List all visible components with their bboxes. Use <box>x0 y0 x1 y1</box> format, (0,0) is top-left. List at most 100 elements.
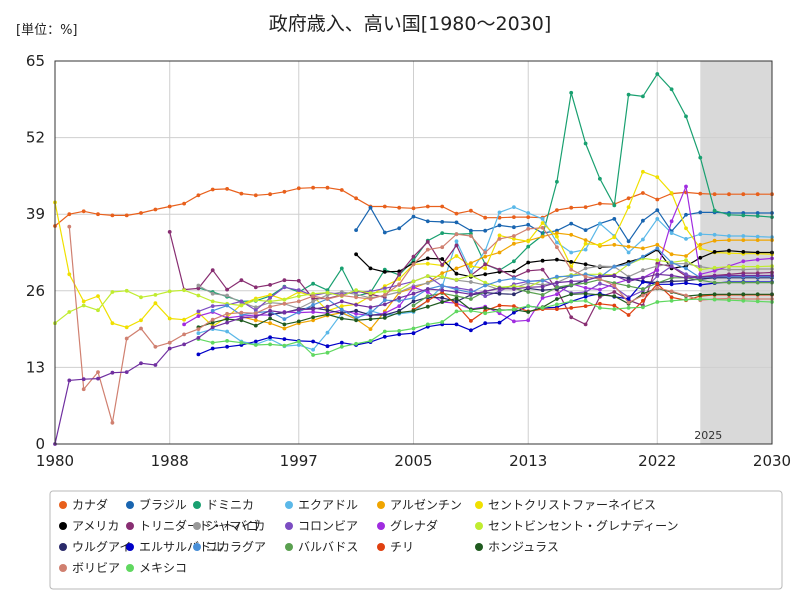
data-point <box>239 191 244 196</box>
data-point <box>268 342 272 347</box>
data-point <box>583 294 588 299</box>
data-point <box>368 339 373 343</box>
data-point <box>669 295 674 300</box>
data-point <box>196 283 201 288</box>
data-point <box>454 266 459 271</box>
data-point <box>641 218 645 223</box>
data-point <box>712 297 717 302</box>
data-point <box>598 201 602 206</box>
data-point <box>454 290 459 294</box>
legend-item: ウルグアイ <box>59 540 131 554</box>
data-point <box>354 252 358 257</box>
data-point <box>483 289 488 294</box>
data-point <box>569 274 574 278</box>
data-point <box>684 266 688 271</box>
data-point <box>612 307 617 311</box>
data-point <box>712 268 717 273</box>
data-point <box>67 224 72 229</box>
data-point <box>311 303 315 307</box>
data-point <box>282 317 287 321</box>
data-point <box>268 283 272 287</box>
data-point <box>583 278 588 283</box>
data-point <box>583 274 588 279</box>
data-point <box>67 272 72 277</box>
data-point <box>311 339 315 344</box>
legend-marker <box>193 543 201 551</box>
data-point <box>81 299 86 304</box>
data-point <box>684 226 688 231</box>
data-point <box>727 192 731 197</box>
data-point <box>411 279 416 284</box>
data-point <box>698 210 703 215</box>
data-point <box>296 186 301 191</box>
data-point <box>454 277 459 282</box>
data-point <box>368 317 373 321</box>
data-point <box>124 213 129 218</box>
data-point <box>641 275 645 280</box>
data-point <box>425 240 430 244</box>
data-point <box>612 303 617 308</box>
data-point <box>727 273 731 278</box>
data-point <box>598 221 602 226</box>
data-point <box>727 292 731 297</box>
data-point <box>454 309 459 314</box>
data-point <box>598 281 602 286</box>
data-point <box>712 232 717 237</box>
data-point <box>110 213 115 218</box>
data-point <box>555 292 559 297</box>
data-point <box>497 215 502 220</box>
unit-label: [単位：%] <box>16 22 78 38</box>
data-point <box>512 205 516 210</box>
data-point <box>483 250 488 255</box>
data-point <box>182 322 187 327</box>
data-point <box>698 242 703 247</box>
data-point <box>698 293 703 297</box>
data-point <box>555 208 559 213</box>
data-point <box>469 297 473 301</box>
data-point <box>526 290 531 294</box>
data-point <box>339 266 344 271</box>
data-point <box>555 302 559 307</box>
data-point <box>139 295 143 300</box>
data-point <box>67 310 72 314</box>
data-point <box>225 287 230 292</box>
legend-item: チリ <box>377 540 414 554</box>
data-point <box>755 211 760 215</box>
data-point <box>167 346 172 351</box>
data-point <box>569 267 574 272</box>
data-point <box>526 310 531 314</box>
series-line <box>241 232 772 330</box>
data-point <box>598 293 602 297</box>
data-point <box>684 237 688 241</box>
data-point <box>182 342 187 347</box>
data-point <box>440 320 445 324</box>
data-point <box>512 241 516 246</box>
data-point <box>282 278 287 283</box>
data-point <box>612 203 617 208</box>
y-tick-label: 13 <box>26 358 45 376</box>
series-line <box>212 247 772 320</box>
data-point <box>440 231 445 236</box>
data-point <box>282 301 287 306</box>
data-point <box>755 234 760 239</box>
data-point <box>397 332 402 337</box>
data-point <box>454 322 459 327</box>
data-point <box>569 315 574 320</box>
series-18 <box>67 224 774 425</box>
data-point <box>382 230 387 235</box>
data-point <box>512 276 516 281</box>
data-point <box>311 318 315 323</box>
data-point <box>641 246 645 251</box>
data-point <box>325 344 330 349</box>
data-point <box>612 273 617 278</box>
data-point <box>727 267 731 272</box>
data-point <box>626 250 631 255</box>
data-point <box>411 206 416 211</box>
legend-label: セントクリストファーネイビス <box>488 498 656 512</box>
data-point <box>655 300 660 304</box>
data-point <box>469 234 473 238</box>
data-point <box>626 279 631 284</box>
plot-frame <box>54 60 773 445</box>
data-point <box>368 205 373 210</box>
data-point <box>555 231 559 236</box>
